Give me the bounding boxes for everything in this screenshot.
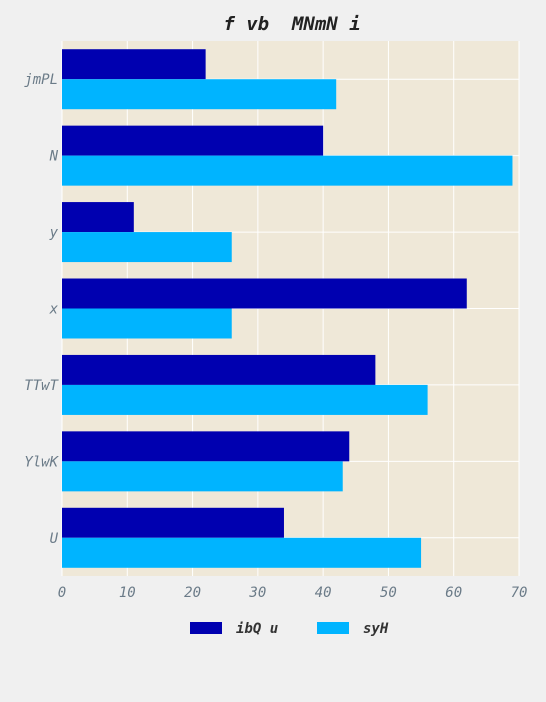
bar [62,202,134,233]
bar [62,155,513,186]
x-tick-label: 10 [119,585,136,601]
bar [62,384,428,415]
y-tick-label: jmPL [24,72,58,88]
x-tick-label: 70 [511,585,528,601]
x-axis-ticks: 0 10 20 30 40 50 60 70 [58,585,528,601]
bar [62,278,467,309]
y-tick-label: U [50,531,59,547]
bar [62,461,343,492]
legend-swatch-syh [317,622,349,634]
legend-label: syH [363,621,389,637]
bar [62,431,350,462]
chart-title: f vb MNmN i [223,13,360,35]
x-tick-label: 30 [248,585,266,601]
bar [62,537,422,568]
x-tick-label: 0 [58,585,66,601]
bar [62,79,337,110]
x-tick-label: 50 [380,585,397,601]
bar [62,507,284,538]
y-axis-ticks: jmPL Ny x TTwT YlwK U [24,72,59,547]
legend-label: ibQ u [236,621,278,637]
legend: ibQ u syH [190,621,389,637]
bars [62,49,513,568]
y-tick-label: N [49,149,59,165]
x-tick-label: 60 [445,585,462,601]
bar [62,354,376,385]
legend-swatch-ibq-u [190,622,222,634]
bar [62,49,206,80]
x-tick-label: 20 [184,585,201,601]
y-tick-label: x [49,302,59,318]
bar [62,125,324,156]
x-tick-label: 40 [315,585,332,601]
bar [62,308,232,339]
y-tick-label: YlwK [24,454,59,470]
bar [62,232,232,263]
y-tick-label: y [49,225,59,241]
y-tick-label: TTwT [24,378,59,394]
